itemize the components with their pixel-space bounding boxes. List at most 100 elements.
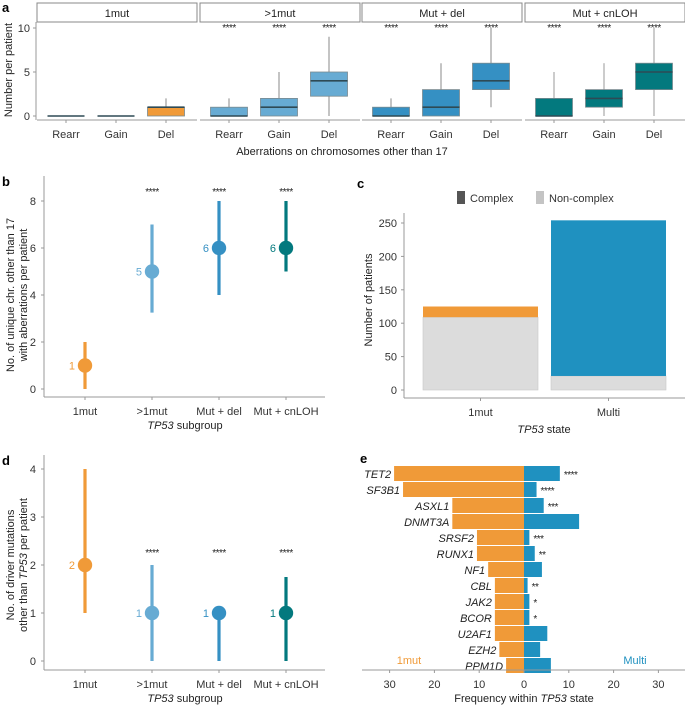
bar-1mut [476, 530, 524, 545]
facet-strip [36, 2, 198, 23]
y-tick-label: 8 [30, 196, 36, 208]
box [147, 106, 185, 117]
side-label-multi: Multi [623, 655, 646, 667]
significance-label: **** [547, 23, 561, 34]
significance-label: **** [434, 23, 448, 34]
y-tick-label: 50 [385, 352, 397, 364]
box [210, 106, 248, 117]
x-tick-label: Mut + cnLOH [253, 406, 318, 418]
median-point [211, 605, 227, 621]
x-tick-label: >1mut [137, 679, 168, 691]
x-axis-label-part: TP53 [517, 424, 544, 436]
x-axis-label-part: subgroup [174, 693, 223, 705]
bar-1mut [494, 610, 524, 625]
facet-strip-label: Mut + del [419, 8, 465, 20]
box [472, 62, 510, 91]
significance-label: * [533, 614, 537, 625]
legend-swatch-complex [457, 191, 465, 204]
x-tick-label: Mut + cnLOH [253, 679, 318, 691]
x-tick-label: Del [483, 129, 500, 141]
x-axis-label: Frequency within TP53 state [454, 693, 593, 705]
gene-label: PPM1D [465, 661, 503, 673]
median-point [77, 557, 93, 573]
x-tick-label: Rearr [52, 129, 80, 141]
bar-1mut [494, 594, 524, 609]
x-tick-label: Del [321, 129, 338, 141]
bar-noncomplex [550, 375, 667, 391]
panel-letter-d: d [2, 453, 10, 468]
median-point [211, 240, 227, 256]
x-axis-label: TP53 subgroup [147, 693, 222, 705]
box [372, 106, 410, 117]
x-tick-label: 20 [607, 679, 619, 691]
significance-label: **** [279, 187, 293, 198]
x-tick-label: Rearr [215, 129, 243, 141]
median-point [77, 358, 93, 373]
y-axis-label: Number of patients [363, 253, 375, 346]
y-axis-label-line2: with aberrations per patient [18, 229, 30, 363]
x-tick-label: Mut + del [196, 406, 242, 418]
x-tick-label: >1mut [137, 406, 168, 418]
panel-letter-b: b [2, 174, 10, 189]
y-axis-label-line2-part: per patient [18, 498, 30, 553]
x-axis-label-part: TP53 [541, 693, 568, 705]
bar-1mut [476, 546, 524, 561]
x-axis-label: TP53 subgroup [147, 420, 222, 432]
significance-label: **** [279, 548, 293, 559]
significance-label: **** [212, 187, 226, 198]
median-point [144, 264, 160, 279]
x-tick-label: 20 [428, 679, 440, 691]
significance-label: ** [539, 550, 546, 561]
gene-label: DNMT3A [404, 517, 449, 529]
significance-label: **** [222, 23, 236, 34]
median-point [278, 240, 294, 256]
box [535, 98, 573, 117]
y-tick-label: 0 [30, 384, 36, 396]
bar-1mut [494, 578, 524, 593]
bar-multi [524, 594, 530, 609]
y-tick-label: 200 [379, 251, 397, 263]
significance-label: **** [145, 548, 159, 559]
significance-label: *** [548, 502, 559, 513]
box [422, 89, 460, 117]
bar-1mut [394, 466, 524, 481]
significance-label: ** [532, 582, 539, 593]
y-tick-label: 150 [379, 285, 397, 297]
x-tick-label: Multi [597, 407, 620, 419]
significance-label: **** [564, 470, 578, 481]
box [310, 71, 348, 97]
median-value-label: 6 [270, 243, 276, 255]
x-tick-label: 30 [652, 679, 664, 691]
panel-b: b 0 2 4 6 8 No. of unique chr. other than 17 wi… [2, 174, 325, 432]
y-tick-label: 250 [379, 218, 397, 230]
gene-label: RUNX1 [437, 549, 474, 561]
median-value-label: 1 [270, 608, 276, 620]
bar-complex [423, 306, 538, 318]
x-tick-label: 10 [473, 679, 485, 691]
side-label-1mut: 1mut [397, 655, 421, 667]
y-axis-label-line2-part: TP53 [18, 552, 30, 579]
x-tick-label: Gain [104, 129, 127, 141]
y-tick-label: 100 [379, 318, 397, 330]
facet-strip-label: Mut + cnLOH [572, 8, 637, 20]
median-value-label: 2 [69, 560, 75, 572]
legend-label-noncomplex: Non-complex [549, 193, 614, 205]
y-axis-label: Number per patient [3, 23, 15, 117]
bar-noncomplex [422, 316, 539, 391]
y-axis-label-line1: No. of driver mutations [5, 509, 17, 620]
bar-multi [524, 610, 530, 625]
significance-label: **** [272, 23, 286, 34]
significance-label: * [533, 598, 537, 609]
x-axis-label-part: state [544, 424, 571, 436]
y-tick-label: 2 [30, 560, 36, 572]
y-tick-label: 1 [30, 608, 36, 620]
y-tick-label: 6 [30, 243, 36, 255]
x-tick-label: 1mut [73, 679, 97, 691]
bar-multi [524, 482, 537, 497]
x-tick-label: Rearr [540, 129, 568, 141]
y-tick-label: 2 [30, 337, 36, 349]
panel-c: c Complex Non-complex 0 50 100 150 200 250 Number… [357, 176, 685, 436]
x-tick-label: 1mut [73, 406, 97, 418]
